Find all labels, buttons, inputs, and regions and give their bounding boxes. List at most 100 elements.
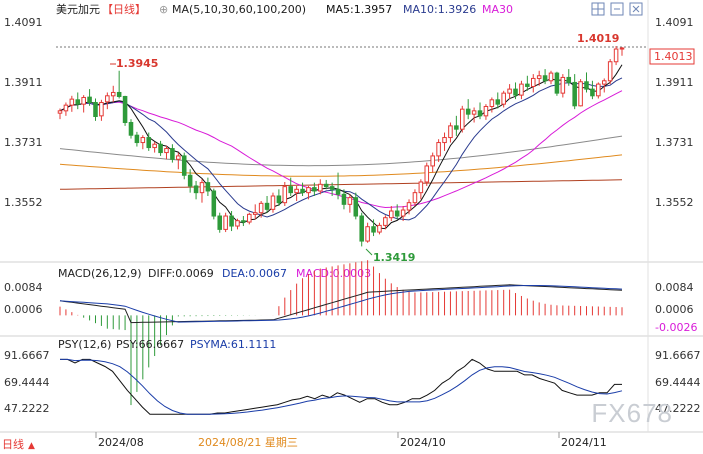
window-controls: [591, 2, 643, 16]
candle-body: [217, 215, 223, 230]
candle-body: [495, 99, 501, 105]
candle-body: [282, 186, 288, 204]
candle-body: [105, 95, 110, 103]
left-axis-label: 1.3552: [4, 196, 43, 209]
psy-left-tick: 69.4444: [4, 376, 50, 389]
candle-body: [93, 101, 98, 118]
candle-body: [442, 137, 447, 144]
candle-body: [554, 72, 560, 94]
candle-body: [306, 187, 311, 194]
period-tag[interactable]: 日线: [2, 437, 24, 451]
candle-body: [389, 210, 394, 219]
period-label[interactable]: 【日线】: [102, 2, 146, 16]
macd-left-tick: 0.0006: [4, 303, 43, 316]
macd-label: MACD(26,12,9): [58, 267, 142, 280]
candle-body: [536, 75, 542, 79]
x-axis-label: 2024/08: [98, 436, 144, 449]
candle-body: [377, 224, 382, 233]
candle-body: [146, 137, 152, 149]
candle-body: [406, 202, 412, 211]
candle-body: [335, 188, 341, 195]
ma200-line: [59, 179, 623, 190]
psy-label: PSY(12,6): [58, 338, 111, 351]
candle-body: [572, 81, 577, 107]
candle-body: [584, 81, 589, 90]
candle-body: [430, 155, 435, 167]
current-price-value: 1.4013: [654, 50, 693, 63]
candle-body: [318, 183, 323, 192]
macd-right-tick: -0.0026: [655, 321, 697, 334]
close-icon[interactable]: [629, 2, 643, 16]
candle-body: [489, 99, 495, 107]
candle-body: [110, 91, 116, 97]
candle-body: [99, 101, 104, 117]
candle-body: [596, 83, 601, 97]
macd-right-tick: 0.0084: [655, 281, 694, 294]
candle-body: [63, 104, 69, 112]
candle-body: [459, 108, 465, 130]
candle-body: [471, 110, 477, 115]
right-axis-label: 1.3731: [655, 136, 694, 149]
candle-body: [371, 226, 376, 233]
candle-body: [424, 165, 430, 183]
candle-body: [235, 220, 240, 227]
moving-averages: [59, 64, 623, 230]
macd-plot: [59, 260, 623, 406]
candle-body: [276, 195, 282, 204]
left-axis-label: 1.4091: [4, 16, 43, 29]
candle-body: [501, 92, 506, 105]
psyma-value: PSYMA:61.1111: [190, 338, 276, 351]
candle-body: [436, 142, 441, 157]
candle-body: [607, 61, 613, 82]
minimize-icon[interactable]: [610, 2, 624, 16]
psy-plot: [60, 358, 623, 415]
candle-body: [465, 108, 471, 115]
high-annotation: 1.3945: [116, 57, 158, 70]
candle-body: [75, 99, 81, 105]
right-axis-label: 1.4091: [655, 16, 694, 29]
ma60-line: [59, 135, 623, 167]
period-dropdown-icon[interactable]: ▲: [28, 441, 35, 451]
candle-body: [400, 209, 406, 217]
left-axis-label: 1.3731: [4, 136, 43, 149]
candle-body: [383, 217, 388, 226]
candle-body: [519, 83, 524, 96]
ma-params-label[interactable]: MA(5,10,30,60,100,200): [172, 3, 306, 16]
watermark: FX678: [591, 398, 673, 428]
candle-body: [134, 134, 140, 144]
candle-body: [229, 215, 234, 227]
ma30-value: MA30: [482, 3, 513, 16]
low-annotation: 1.3419: [373, 251, 415, 264]
candle-body: [128, 122, 134, 136]
candle-body: [199, 182, 205, 194]
candle-body: [122, 95, 128, 124]
candle-body: [560, 76, 566, 94]
candle-body: [270, 195, 276, 210]
candle-body: [116, 91, 122, 97]
candle-body: [288, 186, 293, 194]
symbol-label: 美元加元: [56, 3, 100, 16]
x-axis-label: 2024/11: [561, 436, 607, 449]
candle-body: [566, 76, 572, 83]
psy-left-tick: 47.2222: [4, 402, 50, 415]
candle-body: [323, 183, 329, 188]
left-axis-label: 1.3911: [4, 76, 43, 89]
candle-body: [365, 226, 370, 242]
candle-body: [477, 110, 483, 117]
candle-body: [158, 143, 163, 154]
psy-right-tick: 47.2222: [655, 402, 701, 415]
settings-icon[interactable]: ⊕: [159, 3, 168, 16]
current-price-tag: [649, 48, 695, 65]
ma5-value: MA5:1.3957: [326, 3, 392, 16]
candle-body: [359, 215, 364, 242]
candle-body: [176, 155, 181, 160]
psy-right-tick: 69.4444: [655, 376, 701, 389]
candle-body: [613, 48, 619, 63]
right-axis-label: 1.3911: [655, 76, 694, 89]
candle-body: [187, 174, 193, 187]
candle-body: [454, 125, 459, 130]
candle-body: [542, 75, 548, 82]
candle-body: [57, 110, 63, 114]
candle-body: [223, 215, 228, 230]
